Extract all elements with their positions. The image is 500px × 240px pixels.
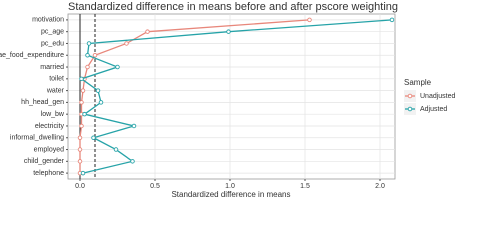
y-tick-label: telephone <box>33 170 64 177</box>
x-tick-label: 0.0 <box>75 183 85 190</box>
data-point <box>389 17 395 23</box>
data-point <box>307 17 312 23</box>
plot-background <box>67 13 396 180</box>
y-tick-label: married <box>40 64 64 71</box>
data-point <box>77 147 83 152</box>
data-point <box>79 100 84 105</box>
data-point <box>131 123 137 129</box>
data-point <box>77 159 83 164</box>
chart: Standardized difference in means before … <box>0 1 456 199</box>
data-point <box>130 159 135 164</box>
legend-marker <box>407 106 413 112</box>
chart-title: Standardized difference in means before … <box>68 1 398 13</box>
y-tick-label: motivation <box>32 17 64 24</box>
y-tick-label: informal_dwelling <box>10 135 64 142</box>
x-tick-label: 0.5 <box>150 183 160 190</box>
data-point <box>79 123 84 129</box>
data-point <box>86 41 92 46</box>
y-tick-label: ae_food_expenditure <box>0 52 64 59</box>
data-point <box>80 170 86 176</box>
legend-label: Adjusted <box>420 106 447 113</box>
x-tick-label: 1.5 <box>300 183 310 190</box>
x-tick-label: 1.0 <box>225 183 235 190</box>
legend-title: Sample <box>404 78 432 87</box>
data-point <box>85 64 90 70</box>
data-point <box>98 100 104 105</box>
data-point <box>95 88 101 93</box>
data-point <box>85 53 90 58</box>
y-tick-label: child_gender <box>24 158 65 165</box>
y-tick-label: pc_age <box>41 29 64 36</box>
y-tick-label: pc_edu <box>41 40 64 47</box>
y-tick-label: employed <box>34 146 64 153</box>
legend-marker <box>407 93 413 99</box>
data-point <box>92 53 98 58</box>
data-point <box>145 29 150 34</box>
data-point <box>113 147 119 152</box>
data-point <box>79 76 84 82</box>
data-point <box>80 88 86 93</box>
data-point <box>77 135 83 140</box>
y-tick-label: low_bw <box>41 111 65 118</box>
data-point <box>124 41 129 46</box>
y-tick-label: toilet <box>49 76 64 83</box>
y-tick-label: hh_head_gen <box>21 99 64 106</box>
data-point <box>226 29 231 34</box>
y-tick-label: electricity <box>35 123 65 130</box>
data-point <box>82 111 87 117</box>
y-tick-label: water <box>46 87 65 94</box>
data-point <box>91 135 96 140</box>
x-axis-label: Standardized difference in means <box>171 190 290 199</box>
legend-label: Unadjusted <box>420 93 456 100</box>
x-tick-label: 2.0 <box>375 183 385 190</box>
data-point <box>115 64 120 70</box>
